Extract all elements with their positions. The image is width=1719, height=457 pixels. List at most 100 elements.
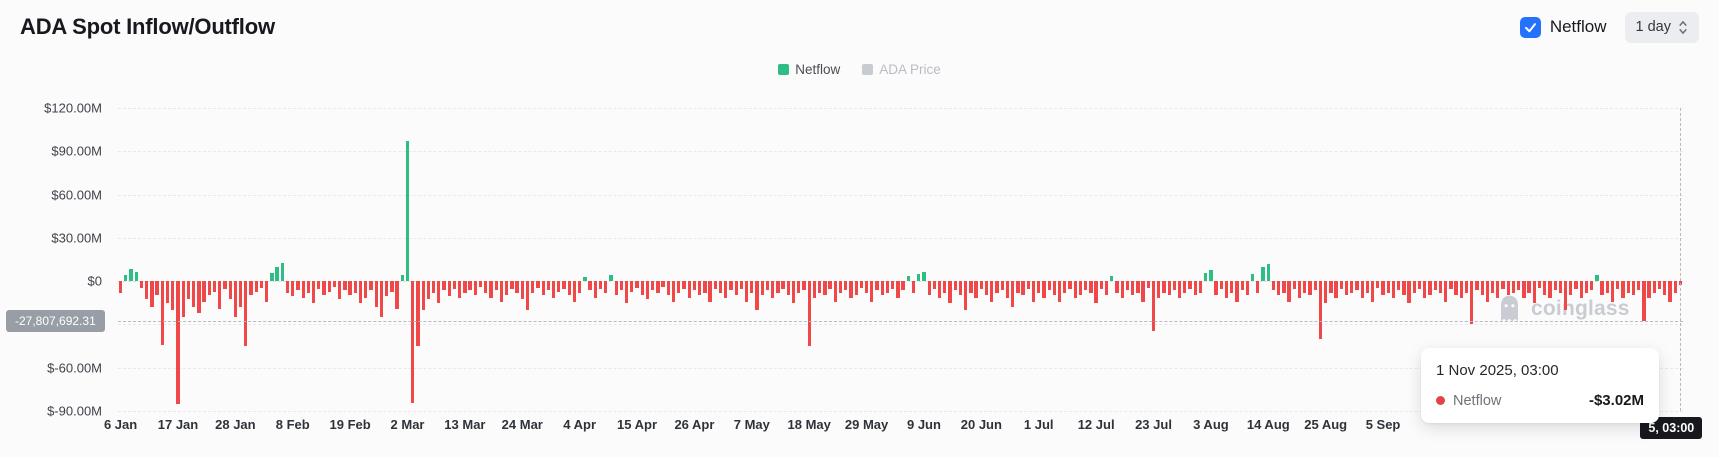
netflow-bar[interactable]	[844, 281, 848, 291]
netflow-bar[interactable]	[1407, 281, 1411, 303]
netflow-bar[interactable]	[1318, 281, 1323, 339]
netflow-bar[interactable]	[671, 281, 676, 303]
netflow-bar[interactable]	[1021, 281, 1025, 296]
netflow-bar[interactable]	[416, 281, 420, 346]
netflow-bar[interactable]	[838, 281, 843, 294]
netflow-bar[interactable]	[849, 281, 853, 299]
netflow-bar[interactable]	[311, 281, 316, 303]
netflow-bar[interactable]	[651, 281, 655, 291]
netflow-bar[interactable]	[1631, 281, 1636, 296]
netflow-bar[interactable]	[431, 281, 436, 294]
netflow-bar[interactable]	[270, 272, 274, 282]
netflow-bar[interactable]	[990, 281, 994, 303]
netflow-bar[interactable]	[718, 281, 723, 293]
netflow-bar[interactable]	[317, 281, 321, 289]
netflow-bar[interactable]	[332, 281, 337, 288]
netflow-bar[interactable]	[1652, 281, 1656, 294]
netflow-bar[interactable]	[212, 281, 217, 293]
netflow-bar[interactable]	[1073, 281, 1077, 299]
netflow-bar[interactable]	[1626, 281, 1630, 293]
netflow-bar[interactable]	[1553, 281, 1557, 291]
netflow-bar[interactable]	[682, 281, 686, 289]
netflow-bar[interactable]	[1475, 281, 1479, 291]
netflow-bar[interactable]	[536, 281, 540, 289]
netflow-bar[interactable]	[1496, 281, 1500, 299]
netflow-bar[interactable]	[1011, 281, 1015, 307]
netflow-bar[interactable]	[958, 281, 963, 296]
netflow-bar[interactable]	[854, 281, 858, 296]
netflow-bar[interactable]	[353, 281, 357, 293]
netflow-bar[interactable]	[1616, 281, 1620, 289]
netflow-bar[interactable]	[489, 281, 493, 299]
netflow-bar[interactable]	[191, 281, 196, 307]
netflow-bar[interactable]	[1099, 281, 1103, 289]
netflow-bar[interactable]	[546, 281, 551, 291]
netflow-bar[interactable]	[400, 274, 404, 282]
netflow-bar[interactable]	[562, 281, 566, 289]
netflow-bar[interactable]	[1543, 281, 1547, 296]
netflow-bar[interactable]	[1501, 281, 1505, 289]
netflow-bar[interactable]	[786, 281, 790, 296]
netflow-bar[interactable]	[739, 281, 744, 289]
netflow-bar[interactable]	[374, 281, 378, 307]
netflow-bar[interactable]	[588, 281, 592, 290]
netflow-bar[interactable]	[1443, 281, 1448, 303]
netflow-bar[interactable]	[640, 281, 644, 296]
netflow-bar[interactable]	[797, 281, 801, 294]
netflow-bar[interactable]	[437, 281, 441, 303]
netflow-bar[interactable]	[1449, 281, 1453, 289]
netflow-bar[interactable]	[1031, 281, 1036, 303]
netflow-bar[interactable]	[338, 281, 342, 299]
netflow-bar[interactable]	[1084, 281, 1088, 291]
netflow-bar[interactable]	[1204, 273, 1208, 282]
netflow-bar[interactable]	[1647, 281, 1651, 299]
netflow-bar[interactable]	[906, 276, 910, 282]
netflow-bar[interactable]	[301, 281, 305, 299]
netflow-bar[interactable]	[1292, 281, 1296, 289]
netflow-bar[interactable]	[1464, 281, 1469, 293]
netflow-bar[interactable]	[1376, 281, 1380, 289]
netflow-bar[interactable]	[390, 281, 394, 293]
netflow-bar[interactable]	[817, 281, 822, 293]
netflow-bar[interactable]	[1250, 274, 1255, 282]
netflow-bar[interactable]	[1558, 281, 1563, 293]
netflow-bar[interactable]	[265, 281, 269, 303]
netflow-bar[interactable]	[1146, 281, 1150, 289]
netflow-bar[interactable]	[953, 281, 957, 290]
netflow-bar[interactable]	[165, 281, 170, 304]
netflow-bar[interactable]	[1188, 281, 1192, 289]
netflow-bar[interactable]	[1610, 281, 1615, 303]
netflow-bar[interactable]	[1068, 281, 1072, 289]
netflow-bar[interactable]	[1219, 281, 1223, 289]
netflow-bar[interactable]	[557, 281, 561, 293]
netflow-bar[interactable]	[1381, 281, 1385, 296]
netflow-bar[interactable]	[1605, 281, 1609, 294]
netflow-bar[interactable]	[917, 274, 921, 282]
netflow-bar[interactable]	[1417, 281, 1422, 289]
netflow-bar[interactable]	[1600, 281, 1604, 296]
netflow-bar[interactable]	[1642, 281, 1646, 322]
netflow-bar[interactable]	[504, 281, 509, 296]
netflow-bar[interactable]	[1235, 281, 1239, 303]
netflow-bar[interactable]	[1000, 281, 1004, 291]
netflow-toggle[interactable]: Netflow	[1519, 16, 1607, 38]
netflow-bar[interactable]	[181, 281, 185, 317]
netflow-bar[interactable]	[781, 281, 785, 289]
netflow-bar[interactable]	[285, 281, 290, 293]
netflow-bar[interactable]	[421, 281, 425, 310]
netflow-bar[interactable]	[995, 281, 999, 294]
netflow-bar[interactable]	[499, 281, 504, 303]
netflow-bar[interactable]	[171, 281, 175, 310]
netflow-bar[interactable]	[1209, 269, 1213, 282]
netflow-bar[interactable]	[348, 281, 352, 296]
netflow-bar[interactable]	[1303, 281, 1307, 294]
netflow-bar[interactable]	[515, 281, 519, 293]
netflow-bar[interactable]	[1412, 281, 1416, 294]
netflow-bar[interactable]	[1183, 281, 1187, 293]
netflow-bar[interactable]	[604, 281, 608, 294]
netflow-bar[interactable]	[1136, 281, 1140, 294]
netflow-bar[interactable]	[901, 281, 905, 291]
netflow-bar[interactable]	[1663, 281, 1667, 296]
netflow-bar[interactable]	[937, 281, 942, 299]
netflow-bar[interactable]	[1637, 281, 1641, 290]
